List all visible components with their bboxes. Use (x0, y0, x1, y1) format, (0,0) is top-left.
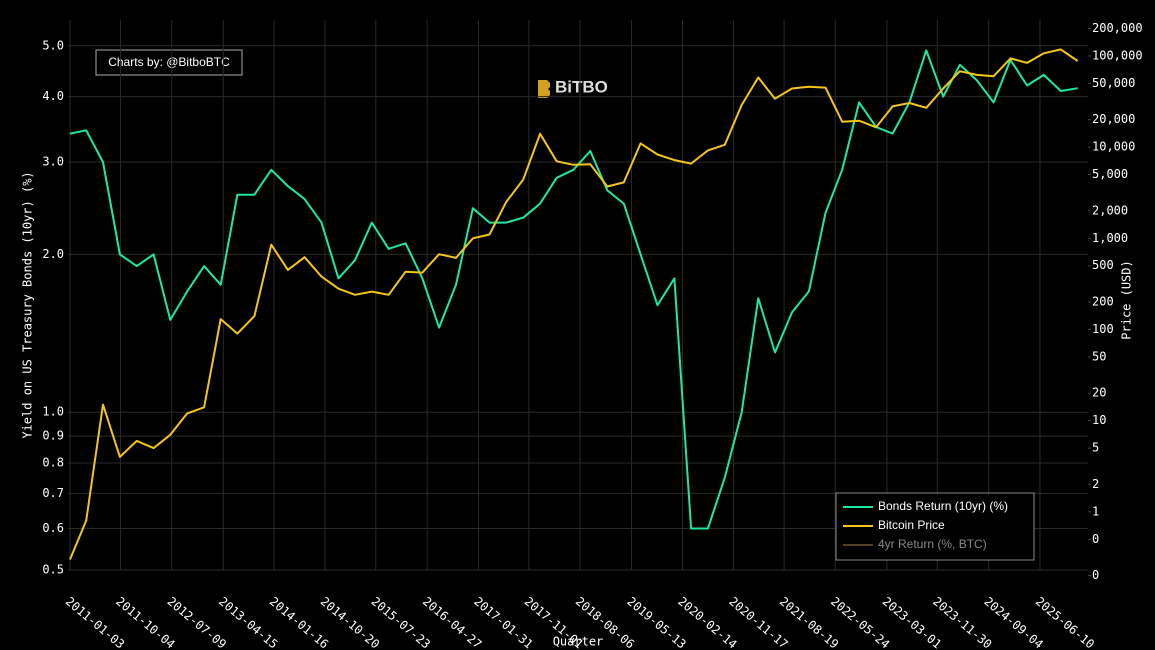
legend-label: 4yr Return (%, BTC) (878, 537, 987, 551)
y2-tick-label: 20 (1092, 386, 1106, 400)
y2-tick-label: 100 (1092, 322, 1114, 336)
y2-tick-label: 200,000 (1092, 21, 1143, 35)
grid (68, 20, 1088, 571)
y-axis-title: Yield on US Treasury Bonds (10yr) (%) (21, 171, 35, 438)
y2-tick-label: 1,000 (1092, 231, 1128, 245)
y-tick-label: 5.0 (42, 38, 64, 52)
logo-icon (538, 80, 550, 98)
y2-tick-label: 10 (1092, 413, 1106, 427)
y-tick-label: 3.0 (42, 155, 64, 169)
series-line (69, 48, 1079, 560)
annotation: Charts by: @BitboBTC (108, 55, 230, 69)
legend-label: Bonds Return (10yr) (%) (878, 499, 1008, 513)
y2-tick-label: 20,000 (1092, 112, 1135, 126)
y2-tick-label: 500 (1092, 258, 1114, 272)
y-tick-label: 1.0 (42, 405, 64, 419)
y-tick-label: 0.8 (42, 456, 64, 470)
y-tick-label: 2.0 (42, 247, 64, 261)
y2-tick-label: 10,000 (1092, 140, 1135, 154)
y2-tick-label: 2 (1092, 477, 1099, 491)
y2-tick-label: 1 (1092, 504, 1099, 518)
y2-tick-label: 5 (1092, 441, 1099, 455)
logo-text: BiTBO (555, 77, 608, 96)
y2-tick-label: 0 (1092, 532, 1099, 546)
legend-label: Bitcoin Price (878, 518, 945, 532)
y2-tick-label: 0 (1092, 568, 1099, 582)
x-axis-title: Quarter (553, 635, 604, 649)
y-tick-label: 0.6 (42, 521, 64, 535)
series-line (69, 49, 1078, 530)
y2-tick-label: 200 (1092, 295, 1114, 309)
y2-tick-label: 50 (1092, 349, 1106, 363)
y2-tick-label: 100,000 (1092, 48, 1143, 62)
legend: Bonds Return (10yr) (%) Bitcoin Price 4yr … (835, 492, 1035, 561)
y2-tick-label: 5,000 (1092, 167, 1128, 181)
y2-axis-title: Price (USD) (1120, 260, 1134, 339)
y-tick-label: 0.5 (42, 563, 64, 577)
y2-tick-label: 50,000 (1092, 76, 1135, 90)
y-tick-label: 4.0 (42, 89, 64, 103)
y-tick-label: 0.7 (42, 486, 64, 500)
y-tick-label: 0.9 (42, 429, 64, 443)
watermark-logo: BiTBO (538, 77, 608, 98)
y2-tick-label: 2,000 (1092, 203, 1128, 217)
